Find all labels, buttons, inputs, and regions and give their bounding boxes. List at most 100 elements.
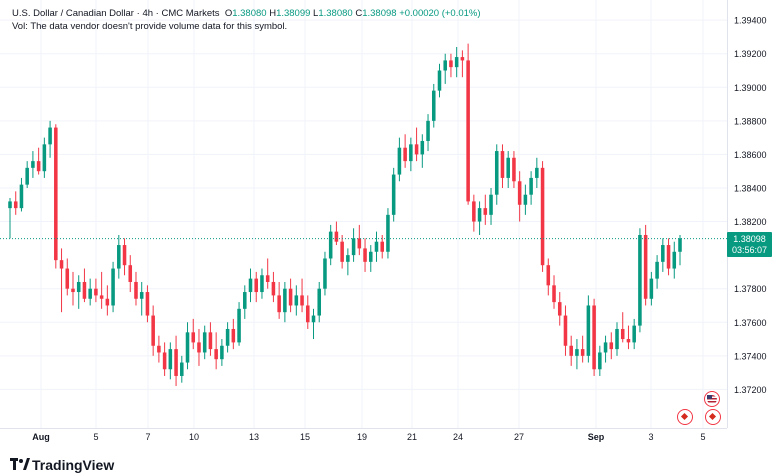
us-flag-icon[interactable] bbox=[704, 391, 720, 407]
chart-grid bbox=[0, 0, 727, 428]
candle-body bbox=[323, 258, 327, 289]
candle-body bbox=[71, 288, 75, 293]
canada-flag-icon[interactable] bbox=[677, 409, 693, 425]
y-tick-label: 1.39200 bbox=[734, 49, 767, 59]
x-tick-label: 27 bbox=[514, 432, 524, 442]
candle-body bbox=[437, 70, 442, 91]
candle-body bbox=[225, 328, 230, 346]
x-tick-label: 10 bbox=[189, 432, 199, 442]
candle-body bbox=[569, 345, 573, 356]
candle-body bbox=[638, 234, 642, 326]
candle-body bbox=[466, 60, 470, 202]
candle-body bbox=[122, 245, 127, 266]
candle-body bbox=[328, 231, 333, 259]
candle-body bbox=[214, 349, 218, 360]
interval[interactable]: 4h bbox=[142, 8, 154, 19]
candle-body bbox=[260, 275, 264, 293]
candle-body bbox=[494, 151, 499, 195]
candle-body bbox=[128, 265, 133, 282]
candle-body bbox=[506, 157, 510, 178]
candle-body bbox=[557, 302, 562, 316]
symbol-name[interactable]: U.S. Dollar / Canadian Dollar bbox=[12, 8, 134, 19]
candle-body bbox=[655, 261, 659, 279]
candle-body bbox=[94, 288, 98, 296]
low-label: L bbox=[313, 8, 319, 19]
candle-body bbox=[99, 295, 104, 299]
candle-body bbox=[311, 315, 316, 323]
candle-body bbox=[460, 57, 465, 61]
candle-body bbox=[643, 234, 648, 299]
high-value: 1.38099 bbox=[276, 8, 311, 19]
candle-body bbox=[231, 328, 236, 343]
close-label: C bbox=[355, 8, 363, 19]
candle-body bbox=[117, 245, 121, 269]
time-axis: Aug 5 7 10 13 15 19 21 24 27 Sep 3 5 bbox=[0, 428, 727, 442]
tradingview-logo-icon bbox=[10, 457, 32, 473]
y-tick-label: 1.39400 bbox=[734, 16, 767, 26]
y-tick-label: 1.38600 bbox=[734, 150, 767, 160]
brand-name: TradingView bbox=[32, 457, 115, 473]
x-tick-label: Sep bbox=[588, 432, 605, 442]
candle-body bbox=[575, 349, 579, 356]
candle-body bbox=[248, 278, 253, 293]
candle-body bbox=[540, 167, 545, 266]
last-price-badge: 1.38098 03:56:07 bbox=[727, 231, 772, 257]
candle-body bbox=[254, 278, 259, 293]
candle-body bbox=[134, 281, 138, 299]
candle-body bbox=[472, 201, 476, 222]
candle-body bbox=[552, 285, 556, 303]
candle-body bbox=[340, 241, 344, 262]
candle-body bbox=[563, 315, 568, 346]
y-tick-label: 1.37600 bbox=[734, 318, 767, 328]
candle-body bbox=[626, 339, 631, 343]
candle-body bbox=[283, 288, 287, 313]
candle-body bbox=[443, 60, 447, 71]
candle-body bbox=[580, 349, 585, 356]
y-tick-label: 1.38400 bbox=[734, 183, 767, 193]
x-tick-label: 24 bbox=[453, 432, 463, 442]
candle-body bbox=[76, 281, 81, 293]
candle-body bbox=[351, 238, 356, 256]
candle-body bbox=[380, 241, 384, 252]
candle-wicks bbox=[9, 43, 681, 387]
candle-body bbox=[220, 345, 224, 360]
candle-body bbox=[374, 241, 379, 252]
candle-body bbox=[523, 194, 528, 205]
candle-body bbox=[598, 352, 602, 370]
low-value: 1.38080 bbox=[318, 8, 353, 19]
candle-body bbox=[512, 157, 516, 182]
candle-body bbox=[48, 127, 52, 145]
candle-body bbox=[363, 248, 367, 262]
x-tick-label: 7 bbox=[145, 432, 150, 442]
candle-body bbox=[145, 292, 150, 316]
candle-bodies bbox=[8, 57, 682, 376]
candle-body bbox=[88, 288, 92, 299]
candle-body bbox=[603, 342, 608, 353]
candle-body bbox=[65, 268, 70, 289]
x-tick-label: 13 bbox=[249, 432, 259, 442]
candle-body bbox=[294, 295, 299, 306]
candle-body bbox=[271, 281, 276, 296]
candle-body bbox=[529, 177, 533, 195]
candle-body bbox=[661, 245, 665, 262]
volume-note: Vol: The data vendor doesn't provide vol… bbox=[12, 21, 288, 32]
candle-body bbox=[317, 288, 322, 316]
candle-body bbox=[174, 349, 178, 376]
candle-body bbox=[449, 60, 453, 68]
candle-body bbox=[265, 275, 270, 282]
candle-body bbox=[19, 184, 24, 209]
candle-body bbox=[483, 208, 488, 215]
candle-body bbox=[105, 298, 110, 306]
candle-body bbox=[615, 328, 619, 350]
candle-body bbox=[168, 349, 173, 370]
x-tick-label: Aug bbox=[32, 432, 50, 442]
y-tick-label: 1.37200 bbox=[734, 385, 767, 395]
canada-flag-icon[interactable] bbox=[705, 409, 721, 425]
candle-body bbox=[151, 315, 155, 346]
candle-body bbox=[334, 231, 339, 242]
candle-body bbox=[208, 332, 213, 350]
candle-body bbox=[25, 167, 29, 185]
candle-body bbox=[357, 238, 362, 249]
tradingview-brand[interactable]: TradingView bbox=[10, 457, 114, 473]
